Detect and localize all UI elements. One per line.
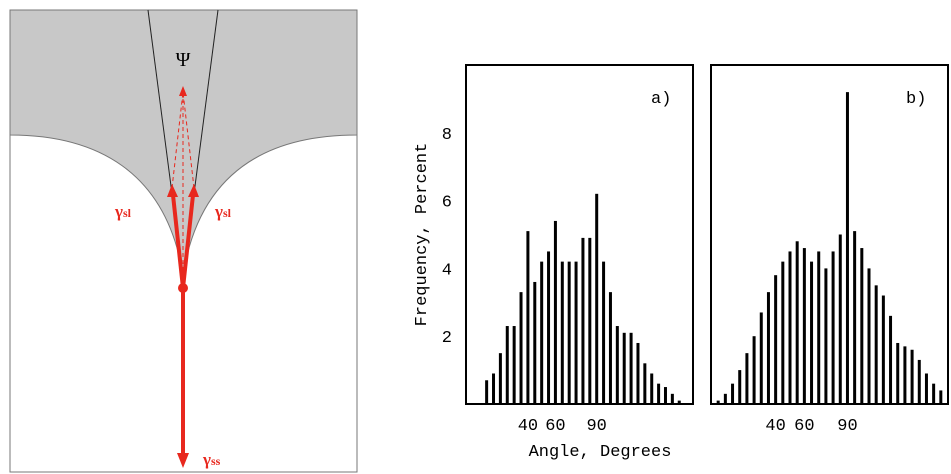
bar [622,332,626,404]
bar [766,292,770,404]
bar [795,241,799,404]
x-tick-label: 90 [586,417,606,436]
bar [910,349,914,404]
bar [939,390,943,404]
bar [845,92,849,405]
x-tick-label: 40 [518,417,538,436]
bar [881,295,885,404]
bar [745,353,749,404]
bar [512,326,516,404]
bar [643,363,647,404]
plot-frame [465,64,694,405]
bar [567,261,571,404]
arrow-head [167,184,178,197]
bar [498,353,502,404]
bar [802,248,806,404]
bar [657,383,661,404]
bar [608,292,612,404]
y-axis-label: Frequency, Percent [413,143,432,327]
y-tick-label: 6 [442,194,452,213]
bar [602,261,606,404]
bar [759,312,763,404]
bar [663,387,667,404]
bar [924,373,928,404]
bar [824,268,828,404]
bar [889,315,893,404]
bar [774,275,778,404]
bar [505,326,509,404]
junction [178,283,188,293]
arrow-head [177,453,189,468]
gamma-ss: γss [202,450,221,469]
y-tick-label: 2 [442,329,452,348]
bar [817,251,821,404]
bar [533,281,537,404]
bar [788,251,792,404]
bar [874,285,878,404]
bar [896,342,900,404]
bar [781,261,785,404]
arrow-head [179,86,187,96]
x-tick-label: 90 [837,417,857,436]
bar [629,332,633,404]
bar [723,393,727,404]
bar [716,400,720,404]
bar [615,326,619,404]
gamma-sl-right: γsl [214,202,232,221]
plot-frame [710,64,949,405]
bar [595,193,599,404]
bar [731,383,735,404]
diagram: Ψ γsl γsl γss [9,9,358,473]
bar [588,237,592,404]
bar [917,359,921,404]
bar [574,261,578,404]
bar [932,383,936,404]
bar [485,380,489,404]
bar [838,234,842,404]
x-tick-label: 40 [765,417,785,436]
bar [860,248,864,404]
bar [677,400,681,404]
x-tick-label: 60 [794,417,814,436]
gamma-sl-left: γsl [114,202,132,221]
x-tick-label: 60 [545,417,565,436]
bar [636,342,640,404]
panel-label: b) [906,90,926,109]
y-tick-label: 8 [442,126,452,145]
psi-label: Ψ [176,49,191,71]
arrow-head [188,184,199,197]
bar [738,370,742,404]
force-vectors [171,194,195,455]
bar [670,393,674,404]
bar [752,336,756,404]
bar [560,261,564,404]
bar [810,261,814,404]
bar [519,292,523,404]
bar [903,346,907,404]
y-tick-label: 4 [442,261,452,280]
bar [650,373,654,404]
bar [526,231,530,404]
bar [581,237,585,404]
bar [867,268,871,404]
panel-label: a) [651,90,671,109]
bar [492,373,496,404]
bar [853,231,857,404]
bar [540,261,544,404]
bar [553,220,557,404]
bar [547,251,551,404]
x-axis-label: Angle, Degrees [529,443,672,462]
bar [831,251,835,404]
